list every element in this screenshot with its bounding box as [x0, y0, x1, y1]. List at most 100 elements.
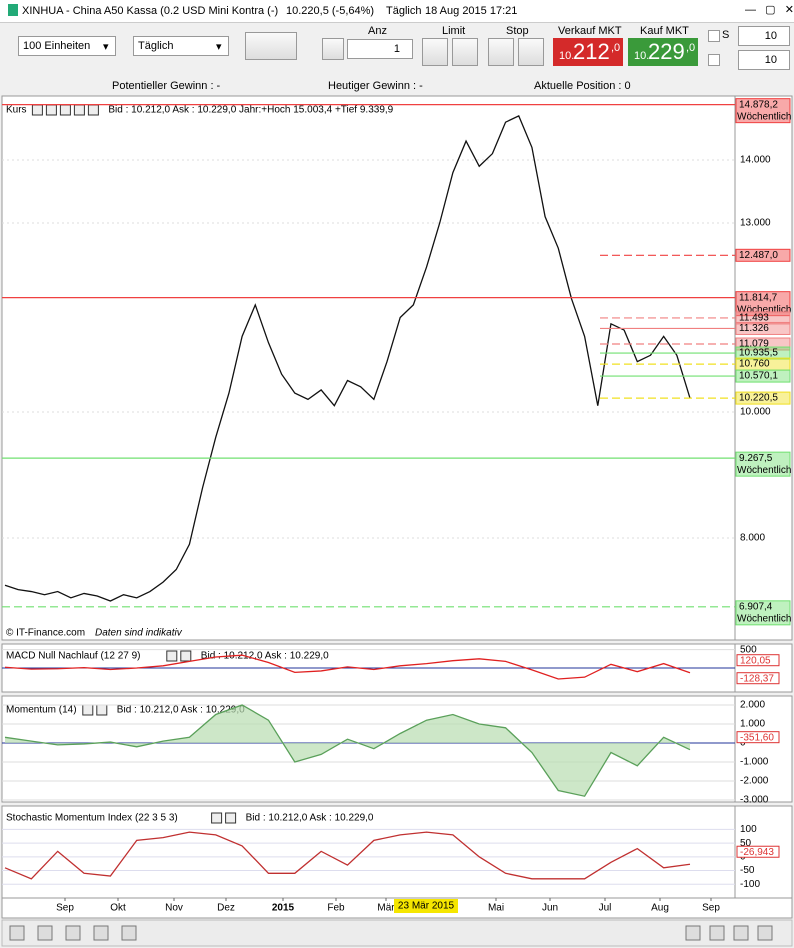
toolbar-icon[interactable] [709, 925, 725, 941]
momentum-area [5, 704, 690, 797]
today-profit: Heutiger Gewinn : - [328, 80, 423, 92]
panel-name: Momentum (14) [6, 705, 77, 716]
level-note: Wöchentlich [737, 111, 791, 122]
s-checkbox[interactable] [708, 30, 720, 42]
level-note: Wöchentlich [737, 465, 791, 476]
level-label: 10.760 [739, 359, 770, 370]
chart-type-button[interactable] [245, 32, 297, 60]
units-dropdown[interactable]: 100 Einheiten ▾ [18, 36, 116, 56]
buy-label: Kauf MKT [640, 25, 689, 37]
panel-icon[interactable] [180, 650, 192, 662]
level-label: 12.487,0 [739, 250, 778, 261]
s-value: 10 [764, 30, 777, 42]
level-label: 11.326 [739, 323, 769, 334]
level-note: Wöchentlich [737, 613, 791, 624]
toolbar-icon[interactable] [685, 925, 701, 941]
toolbar-icon[interactable] [9, 925, 25, 941]
level-label: 9.267,5 [739, 453, 773, 464]
anz-value: 1 [393, 43, 400, 55]
panel-icon[interactable] [59, 104, 71, 116]
panel-icon[interactable] [82, 704, 94, 716]
panel-icon[interactable] [96, 704, 108, 716]
limit-buy[interactable] [422, 38, 448, 66]
stop-sell[interactable] [518, 38, 544, 66]
toolbar-icon[interactable] [733, 925, 749, 941]
level-box [735, 369, 791, 383]
anz-input[interactable]: 1 [347, 39, 413, 59]
last-value-box [736, 731, 780, 744]
t-checkbox[interactable] [708, 54, 720, 66]
stop-label: Stop [506, 25, 529, 37]
panel-icon[interactable] [31, 104, 43, 116]
level-box [735, 248, 791, 262]
toolbar-icon[interactable] [757, 925, 773, 941]
toolbar-icon[interactable] [37, 925, 53, 941]
potential-profit: Potentieller Gewinn : - [112, 80, 221, 92]
y-tick-label: 10.000 [740, 407, 771, 418]
sell-big: 212 [573, 39, 610, 64]
toolbar-icon[interactable] [65, 925, 81, 941]
y-tick-label: 100 [740, 824, 757, 835]
buy-prefix: 10. [634, 50, 650, 62]
y-tick-label: -2.000 [740, 776, 769, 787]
buy-button[interactable]: 10. 229 ,0 [628, 38, 698, 66]
last-value-box [736, 672, 780, 685]
x-tick-label: Jul [599, 903, 612, 914]
y-tick-label: 2.000 [740, 700, 765, 711]
stop-buy[interactable] [488, 38, 514, 66]
buy-suffix: ,0 [686, 42, 696, 54]
last-value-label: -128,37 [740, 673, 774, 684]
level-box [735, 311, 791, 325]
x-tick-label: Mär [377, 903, 395, 914]
panel-icon[interactable] [225, 812, 237, 824]
panel-icon[interactable] [211, 812, 223, 824]
window-buttons[interactable]: — ▢ ✕ [745, 4, 794, 16]
toolbar-icon[interactable] [121, 925, 137, 941]
x-tick-label: Jun [542, 903, 558, 914]
x-tick-label: 2015 [272, 903, 295, 914]
s-input[interactable]: 10 [738, 26, 790, 46]
panel-info: Bid : 10.212,0 Ask : 10.229,0 [246, 813, 374, 824]
panel-name: MACD Null Nachlauf (12 27 9) [6, 651, 141, 662]
panel-info: Bid : 10.212,0 Ask : 10.229,0 Jahr:+Hoch… [108, 105, 393, 116]
title-bar: XINHUA - China A50 Kassa (0.2 USD Mini K… [0, 0, 794, 23]
panel-info: Bid : 10.212,0 Ask : 10.229,0 [117, 705, 245, 716]
toolbar-icon[interactable] [93, 925, 109, 941]
cursor-label: 23 Mär 2015 [398, 901, 455, 912]
series-line [4, 831, 691, 880]
level-box [735, 98, 791, 124]
t-value: 10 [764, 54, 777, 66]
interval-dropdown[interactable]: Täglich ▾ [133, 36, 229, 56]
y-tick-label: 8.000 [740, 533, 765, 544]
s-label: S [722, 29, 730, 41]
level-box [735, 321, 791, 335]
panel-icon[interactable] [73, 104, 85, 116]
x-tick-label: Dez [217, 903, 235, 914]
level-label: 10.220,5 [739, 393, 778, 404]
y-tick-label: -50 [740, 865, 755, 876]
panel-icon[interactable] [87, 104, 99, 116]
series-line [4, 704, 691, 797]
y-tick-label: 500 [740, 644, 757, 655]
level-box [735, 391, 791, 405]
x-tick-label: Sep [56, 903, 74, 914]
y-tick-label: 50 [740, 838, 752, 849]
limit-sell[interactable] [452, 38, 478, 66]
y-tick-label: 13.000 [740, 218, 771, 229]
settings-button[interactable] [322, 38, 344, 60]
last-value-label: -26,943 [740, 847, 774, 858]
panel-icon[interactable] [45, 104, 57, 116]
level-box [735, 600, 791, 626]
t-input[interactable]: 10 [738, 50, 790, 70]
level-label: 14.878,2 [739, 99, 778, 110]
x-tick-label: Feb [327, 903, 345, 914]
last-value-label: -351,60 [740, 732, 774, 743]
sell-button[interactable]: 10. 212 ,0 [553, 38, 623, 66]
level-label: 10.935,5 [739, 348, 778, 359]
y-tick-label: 1.000 [740, 719, 765, 730]
panel-icon[interactable] [166, 650, 178, 662]
credit: © IT-Finance.com [6, 628, 85, 639]
cursor-box [394, 899, 458, 913]
